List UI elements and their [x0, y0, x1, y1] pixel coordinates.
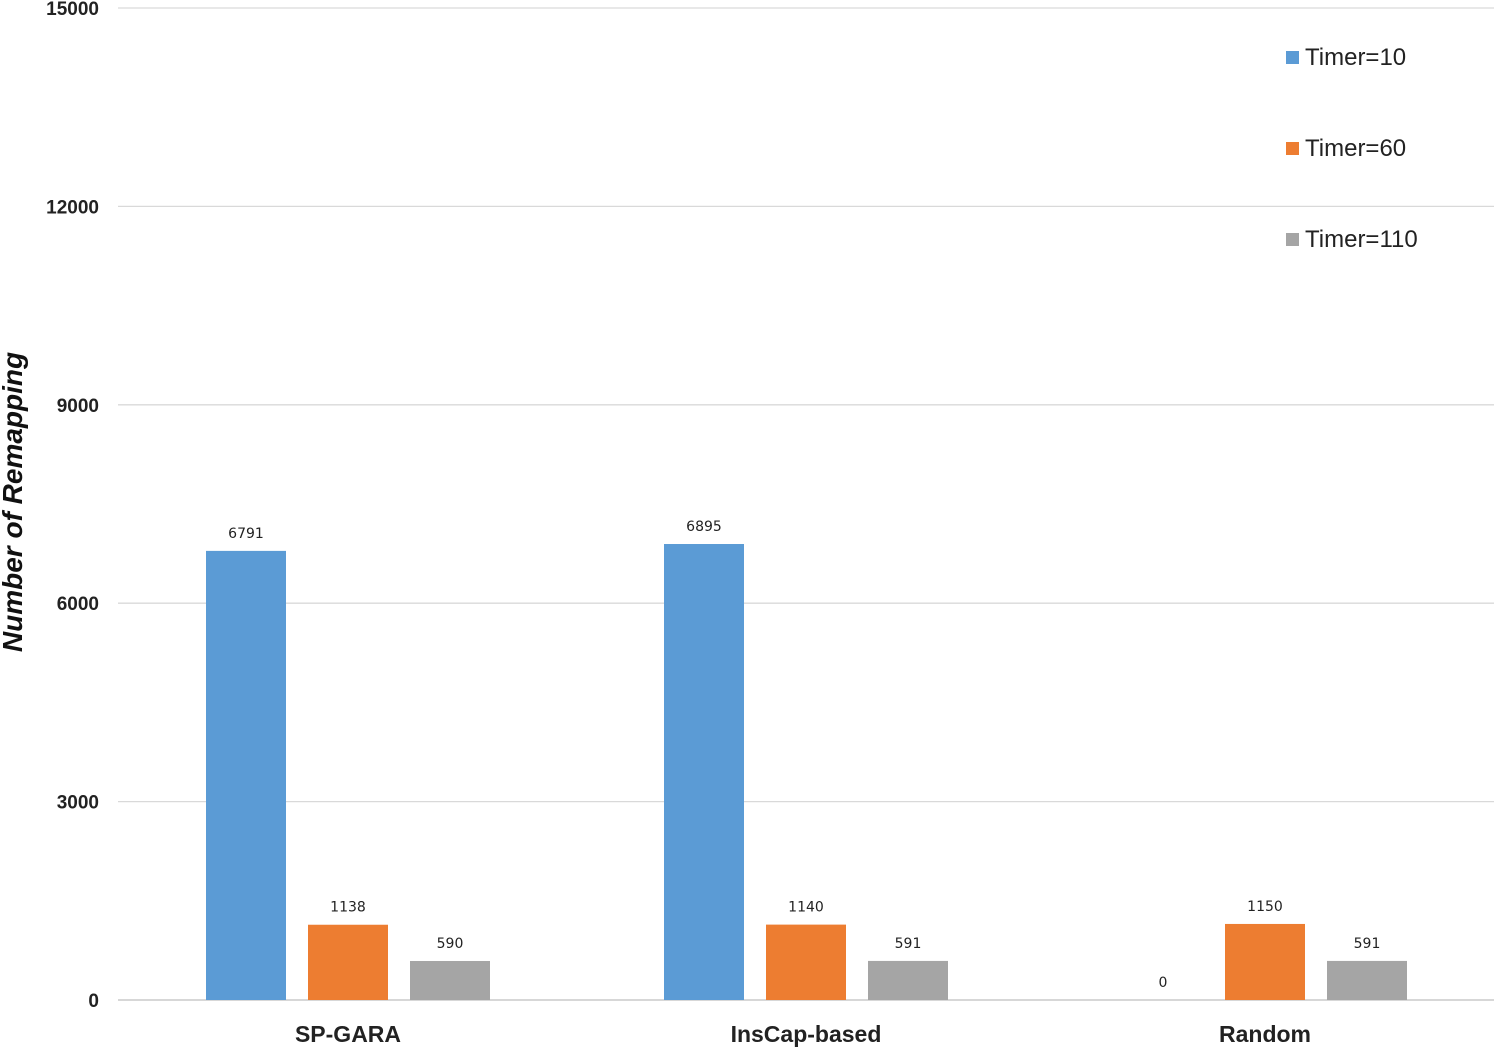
y-axis-ticks: 0 3000 6000 9000 12000 15000 — [46, 0, 99, 1012]
data-label: 6895 — [686, 519, 722, 535]
category-label: Random — [1219, 1021, 1311, 1047]
y-tick-label: 6000 — [57, 594, 99, 615]
data-label: 1138 — [330, 900, 366, 916]
bar — [410, 960, 490, 1000]
data-label: 6791 — [228, 526, 264, 542]
legend-label: Timer=10 — [1305, 44, 1406, 71]
legend-swatch — [1286, 51, 1299, 64]
data-label: 1140 — [788, 900, 824, 916]
bar — [308, 924, 388, 1000]
y-tick-label: 0 — [88, 991, 99, 1012]
y-tick-label: 12000 — [46, 197, 99, 218]
data-labels: 6791 1138 590 6895 1140 591 0 1150 591 — [228, 519, 1380, 991]
data-label: 591 — [895, 936, 922, 952]
y-axis-label: Number of Remapping — [0, 352, 28, 652]
y-tick-label: 9000 — [57, 396, 99, 417]
bar — [1225, 923, 1305, 1000]
bar — [1327, 960, 1407, 1000]
legend: Timer=10 Timer=60 Timer=110 — [1286, 44, 1418, 253]
bar — [206, 550, 286, 1000]
y-tick-label: 15000 — [46, 0, 99, 20]
legend-label: Timer=60 — [1305, 135, 1406, 162]
category-label: SP-GARA — [295, 1021, 401, 1047]
bar — [664, 544, 744, 1000]
category-label: InsCap-based — [731, 1021, 882, 1047]
gridlines — [118, 7, 1494, 1001]
data-label: 591 — [1354, 936, 1381, 952]
bars — [206, 544, 1407, 1000]
category-labels: SP-GARA InsCap-based Random — [295, 1021, 1311, 1047]
bar — [766, 924, 846, 1000]
data-label: 1150 — [1247, 899, 1283, 915]
data-label: 590 — [437, 936, 464, 952]
y-tick-label: 3000 — [57, 793, 99, 814]
data-label: 0 — [1159, 975, 1168, 991]
legend-label: Timer=110 — [1305, 226, 1418, 253]
bar — [868, 960, 948, 1000]
legend-swatch — [1286, 233, 1299, 246]
legend-swatch — [1286, 142, 1299, 155]
